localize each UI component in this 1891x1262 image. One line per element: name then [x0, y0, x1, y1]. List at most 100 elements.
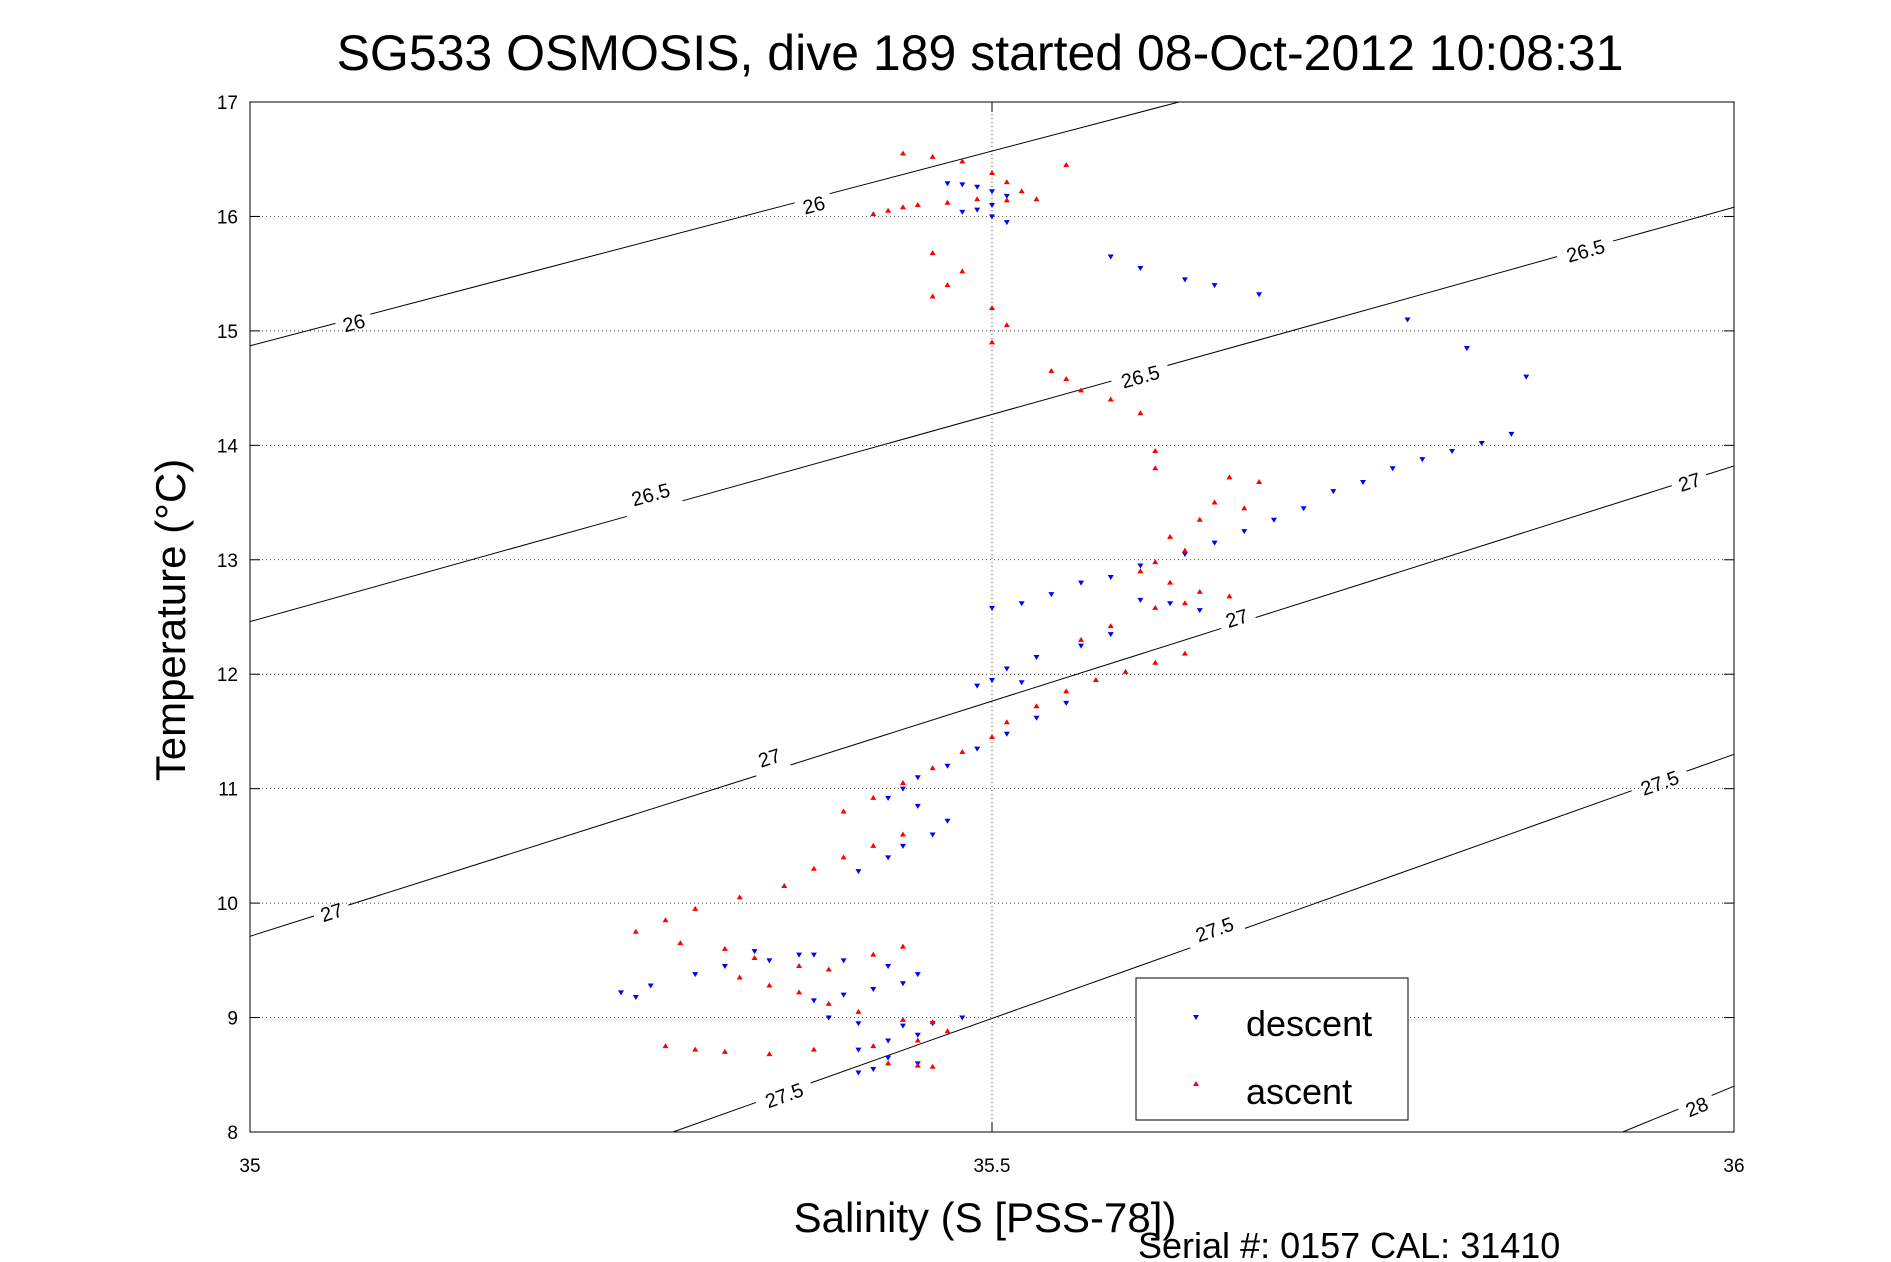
isopycnal-27.5	[1244, 790, 1632, 929]
ascent-point	[929, 153, 936, 159]
descent-point	[618, 990, 624, 996]
y-tick-label: 13	[217, 551, 238, 572]
ascent-point	[1241, 505, 1248, 511]
descent-point	[1137, 265, 1144, 271]
descent-point	[1241, 529, 1248, 535]
ascent-point	[870, 842, 877, 848]
ascent-point	[899, 204, 906, 210]
ascent-point	[721, 1048, 728, 1054]
ascent-point	[781, 882, 788, 888]
descent-point	[810, 998, 817, 1004]
chart-title: SG533 OSMOSIS, dive 189 started 08-Oct-2…	[337, 25, 1624, 81]
y-tick-label: 15	[217, 322, 238, 343]
y-tick-label: 10	[217, 894, 238, 915]
ascent-point	[914, 1062, 921, 1068]
y-axis-label: Temperature (°C)	[147, 459, 194, 782]
descent-point	[751, 949, 758, 955]
descent-point	[899, 981, 906, 987]
ascent-point	[899, 1016, 906, 1022]
ascent-point	[1167, 579, 1174, 585]
ascent-point	[1181, 650, 1188, 656]
ascent-point	[1137, 568, 1144, 574]
axis-ticks: 35 35.5 36 8 9 10 11 12 13 14 15 16 17	[217, 93, 1745, 1177]
descent-point	[899, 786, 906, 792]
isopycnal-27.5	[810, 947, 1191, 1084]
footer-serial-cal: Serial #: 0157 CAL: 31410	[1138, 1225, 1560, 1262]
ascent-point	[959, 749, 966, 755]
descent-point	[1107, 574, 1114, 580]
ascent-point	[974, 196, 981, 202]
descent-point	[1449, 449, 1456, 455]
descent-point	[721, 964, 728, 970]
ascent-point	[1122, 668, 1129, 674]
isopycnal-28	[1622, 1108, 1679, 1133]
descent-point	[1137, 563, 1144, 569]
ascent-point	[929, 1019, 936, 1025]
ascent-point	[870, 794, 877, 800]
x-tick-label: 35.5	[974, 1156, 1011, 1177]
ascent-point	[1152, 604, 1159, 610]
descent-point	[1181, 552, 1188, 558]
ascent-point	[899, 150, 906, 156]
ascent-point	[1092, 676, 1099, 682]
isopycnal-26	[249, 322, 336, 347]
ascent-point	[1196, 588, 1203, 594]
descent-point	[885, 1038, 892, 1044]
isopycnal-28	[1711, 1085, 1735, 1096]
descent-point	[944, 181, 951, 187]
ascent-point	[766, 1051, 773, 1057]
descent-point	[914, 803, 921, 809]
legend-label-ascent: ascent	[1246, 1071, 1352, 1112]
ascent-point	[692, 905, 699, 911]
descent-point	[1033, 715, 1040, 721]
descent-point	[944, 763, 951, 769]
ascent-point	[929, 765, 936, 771]
descent-point	[1508, 431, 1515, 437]
descent-point	[1063, 700, 1070, 706]
descent-point	[1463, 346, 1470, 352]
isopycnal-26	[829, 101, 1180, 195]
descent-point	[944, 818, 951, 824]
ascent-point	[855, 1008, 862, 1014]
ascent-point	[899, 943, 906, 949]
descent-point	[974, 746, 981, 752]
legend-item-descent: descent	[1193, 1003, 1372, 1044]
descent-point	[1181, 277, 1188, 283]
ascent-point	[1152, 465, 1159, 471]
ascent-point	[870, 951, 877, 957]
descent-point	[1003, 666, 1010, 672]
descent-point	[870, 986, 877, 992]
ascent-point	[1078, 636, 1085, 642]
descent-point	[1523, 374, 1530, 380]
descent-point	[1137, 597, 1144, 603]
ascent-point	[662, 1043, 669, 1049]
ascent-point	[796, 963, 803, 969]
ascent-point	[989, 305, 995, 310]
isopycnal-27	[348, 775, 757, 906]
legend-item-ascent: ascent	[1193, 1071, 1352, 1112]
ascent-point	[1003, 719, 1010, 725]
x-tick-label: 36	[1723, 1156, 1744, 1177]
ascent-point	[914, 1037, 921, 1043]
descent-point	[1419, 457, 1426, 463]
descent-point	[885, 855, 892, 861]
ascent-point	[1152, 448, 1159, 454]
descent-point	[1478, 441, 1485, 447]
descent-point	[1018, 680, 1025, 686]
descent-point	[855, 1047, 862, 1053]
descent-point	[1003, 220, 1010, 226]
ascent-point	[1226, 474, 1233, 480]
descent-point	[766, 958, 773, 964]
isopycnal-26.5	[249, 515, 627, 623]
descent-point	[974, 184, 981, 190]
ascent-point	[1152, 659, 1159, 665]
ascent-point	[1078, 387, 1085, 393]
descent-point	[1300, 506, 1307, 512]
descent-point	[855, 1021, 862, 1027]
ascent-point	[692, 1046, 699, 1052]
descent-point	[1196, 608, 1203, 614]
ascent-point	[899, 831, 906, 837]
descent-point	[974, 207, 981, 213]
ascent-point	[1152, 559, 1159, 565]
ascent-point	[989, 169, 995, 175]
